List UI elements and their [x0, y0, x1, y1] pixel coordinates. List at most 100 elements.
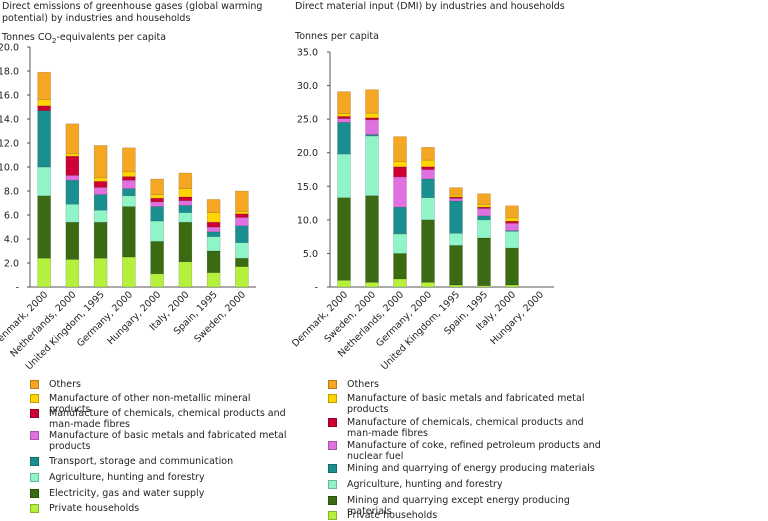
legend-swatch: [328, 418, 337, 427]
left-bar-segment: [206, 199, 221, 213]
left-bar-segment: [235, 217, 249, 227]
left-x-tick-label: Sweden, 2000: [192, 289, 248, 345]
left-y-tick-label: 20.0: [0, 43, 19, 54]
left-bar-segment: [65, 123, 80, 155]
right-bar-segment: [421, 169, 435, 180]
right-legend-item: Manufacture of coke, refined petroleum p…: [328, 440, 607, 462]
left-chart-title: Direct emissions of greenhouse gases (gl…: [2, 1, 263, 24]
right-y-tick-label: 20.0: [297, 148, 318, 159]
right-bar-segment: [421, 147, 435, 161]
legend-label: Mining and quarrying except energy produ…: [347, 495, 570, 517]
right-bar-segment: [393, 136, 407, 162]
left-bar-segment: [206, 221, 221, 228]
left-bar-segment: [206, 250, 221, 273]
right-y-tick-label: 25.0: [297, 115, 318, 126]
left-bar-segment: [122, 179, 136, 189]
left-bar-segment: [37, 71, 51, 101]
left-bar-segment: [65, 179, 80, 205]
right-bar-segment: [421, 219, 435, 283]
left-bar-segment: [235, 242, 249, 259]
left-legend-item: Others: [30, 379, 289, 390]
left-legend-item: Manufacture of chemicals, chemical produ…: [30, 408, 289, 430]
right-bar-segment: [505, 230, 519, 232]
left-legend-item: Transport, storage and communication: [30, 456, 289, 467]
left-bar-segment: [178, 200, 193, 206]
left-bar-segment: [93, 187, 108, 195]
left-y-axis-label: Tonnes CO2-equivalents per capita: [2, 32, 167, 45]
right-legend-item: Mining and quarrying except energy produ…: [328, 495, 607, 517]
right-bar-segment: [393, 176, 407, 208]
left-bar-segment: [65, 203, 80, 223]
left-bar-segment: [65, 175, 80, 181]
right-bar-segment: [477, 193, 491, 205]
left-bar-segment: [235, 225, 249, 243]
left-bar-segment: [206, 236, 221, 252]
legend-label: Others: [347, 379, 379, 390]
left-legend-item: Private households: [30, 503, 289, 514]
left-bar-segment: [122, 195, 136, 207]
left-bar-segment: [65, 259, 80, 288]
right-legend-item: Manufacture of chemicals, chemical produ…: [328, 417, 607, 439]
left-bar-segment: [122, 171, 136, 177]
right-bar-segment: [393, 166, 407, 178]
right-bar-segment: [337, 153, 351, 198]
legend-swatch: [328, 394, 337, 403]
left-legend-item: Electricity, gas and water supply: [30, 488, 289, 499]
right-legend-item: Manufacture of basic metals and fabricat…: [328, 393, 607, 415]
right-bar-segment: [337, 116, 351, 119]
left-bar-segment: [93, 209, 108, 223]
left-bar-segment: [235, 213, 249, 218]
right-bar-segment: [449, 198, 463, 202]
right-y-tick-label: -: [315, 283, 318, 294]
left-legend-item: Manufacture of basic metals and fabricat…: [30, 430, 289, 452]
legend-label: Electricity, gas and water supply: [49, 488, 205, 499]
left-bar-segment: [235, 211, 249, 215]
right-bar-segment: [393, 206, 407, 235]
right-bar-segment: [421, 197, 435, 221]
left-bar-segment: [178, 261, 193, 288]
right-y-tick-label: 35.0: [297, 48, 318, 59]
right-bar-segment: [505, 220, 519, 224]
legend-label: Private households: [347, 510, 438, 521]
right-bar-segment: [337, 91, 351, 115]
left-bar-segment: [206, 226, 221, 233]
left-bar-segment: [65, 153, 80, 157]
legend-swatch: [328, 496, 337, 505]
legend-label: Manufacture of other non-metallic minera…: [49, 393, 251, 415]
left-bar-segment: [37, 105, 51, 111]
left-bar-segment: [206, 272, 221, 288]
right-bar-segment: [365, 195, 379, 283]
right-legend-item: Mining and quarrying of energy producing…: [328, 463, 607, 474]
left-bar-segment: [150, 194, 164, 199]
left-bar-segment: [122, 256, 136, 288]
left-bar-segment: [206, 231, 221, 237]
left-bar-segment: [37, 110, 51, 168]
right-bar-segment: [421, 282, 435, 288]
left-bar-segment: [65, 155, 80, 176]
right-bar-segment: [337, 113, 351, 117]
left-bar-segment: [122, 188, 136, 197]
right-y-tick-label: 5.0: [303, 249, 318, 260]
right-bar-segment: [337, 280, 351, 288]
left-bar-segment: [178, 205, 193, 213]
right-legend-item: Private households: [328, 510, 607, 521]
legend-swatch: [328, 441, 337, 450]
legend-swatch: [30, 431, 39, 440]
left-bar-segment: [150, 241, 164, 275]
right-y-tick-label: 30.0: [297, 81, 318, 92]
left-bar-segment: [93, 194, 108, 211]
left-y-tick-label: 16.0: [0, 91, 19, 102]
right-bar-segment: [337, 122, 351, 155]
left-y-tick-label: -: [16, 283, 19, 294]
legend-swatch: [30, 394, 39, 403]
left-y-tick-label: 4.0: [4, 235, 19, 246]
left-bar-segment: [150, 273, 164, 288]
right-bar-segment: [365, 135, 379, 196]
left-legend-item: Agriculture, hunting and forestry: [30, 472, 289, 483]
left-bar-segment: [178, 172, 193, 189]
left-bar-segment: [37, 257, 51, 288]
left-bar-segment: [206, 212, 221, 223]
right-bar-segment: [449, 187, 463, 196]
